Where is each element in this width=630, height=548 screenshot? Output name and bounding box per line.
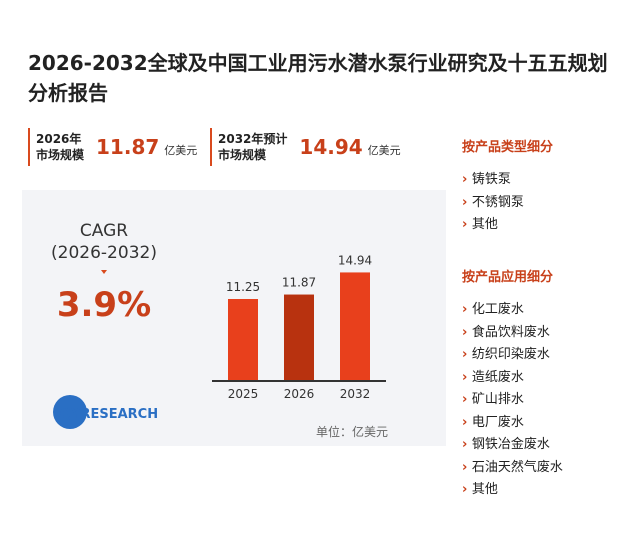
stat-label-line: 2026年 [36, 132, 82, 146]
cagr-period: (2026-2032) [51, 243, 157, 263]
segment: 按产品应用细分化工废水食品饮料废水纺织印染废水造纸废水矿山排水电厂废水钢铁冶金废… [462, 266, 622, 502]
x-tick-label: 2026 [284, 387, 315, 401]
segment-item: 不锈钢泵 [462, 192, 622, 215]
segment-item: 纺织印染废水 [462, 344, 622, 367]
value-label: 11.87 [282, 276, 316, 290]
segment-heading: 按产品应用细分 [462, 270, 554, 285]
cagr-value: 3.9% [57, 285, 151, 325]
unit-label: 单位：亿美元 [316, 424, 388, 439]
stat-value: 11.87 [96, 135, 160, 159]
segment-item: 其他 [462, 214, 622, 237]
logo: QYRESEARCH [60, 407, 158, 422]
segment-item: 钢铁冶金废水 [462, 434, 622, 457]
stat: 2026年市场规模 11.87 亿美元 [28, 128, 197, 166]
value-label: 14.94 [338, 253, 372, 267]
cagr-label: CAGR [80, 221, 128, 241]
segment-item: 矿山排水 [462, 389, 622, 412]
segment-item: 其他 [462, 479, 622, 502]
segment: 按产品类型细分铸铁泵不锈钢泵其他 [462, 136, 622, 237]
stat-value: 14.94 [299, 135, 363, 159]
stat-unit: 亿美元 [164, 144, 198, 157]
segment-item: 铸铁泵 [462, 169, 622, 192]
title: 2026-2032全球及中国工业用污水潜水泵行业研究及十五五规划分析报告 [28, 51, 608, 105]
segment-item: 造纸废水 [462, 367, 622, 390]
stat: 2032年预计 市场规模 14.94 亿美元 [210, 128, 401, 166]
stat-label-line: 市场规模 [218, 148, 267, 162]
stat-label: 2026年市场规模 [36, 131, 84, 163]
value-label: 11.25 [226, 280, 260, 294]
stat-unit: 亿美元 [367, 144, 401, 157]
segment-item: 石油天然气废水 [462, 457, 622, 480]
bar [340, 272, 370, 380]
segment-item: 化工废水 [462, 299, 622, 322]
x-tick-label: 2025 [228, 387, 259, 401]
logo-icon [53, 395, 87, 429]
x-tick-label: 2032 [340, 387, 371, 401]
bar [284, 294, 314, 380]
stat-label-line: 2032年预计 [218, 132, 288, 146]
stat-label-line: 市场规模 [36, 148, 85, 162]
segment-item: 电厂废水 [462, 412, 622, 435]
cagr-arrow [101, 270, 107, 274]
bar [228, 299, 258, 380]
segment-heading: 按产品类型细分 [462, 140, 554, 155]
stat-label: 2032年预计 市场规模 [218, 131, 287, 163]
segment-item: 食品饮料废水 [462, 322, 622, 345]
